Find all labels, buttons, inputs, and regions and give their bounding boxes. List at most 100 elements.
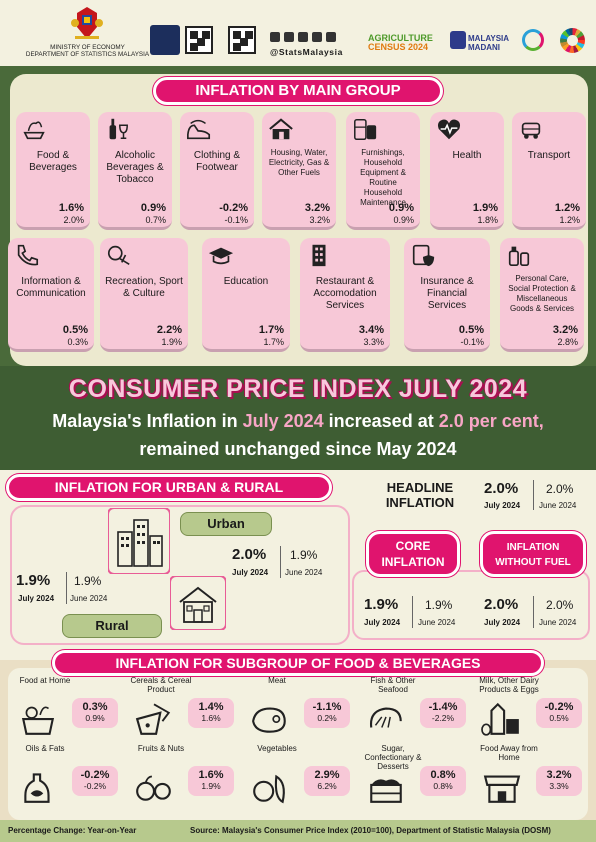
ministry-name: MINISTRY OF ECONOMY DEPARTMENT OF STATIS… [0,44,175,58]
tile-prev-value: 1.9% [161,337,182,347]
shoe-icon [187,119,211,140]
vehicle-icon [521,122,541,139]
tiktok-icon[interactable] [326,32,336,42]
without-fuel-label: INFLATION WITHOUT FUEL [480,531,586,577]
tile-prev-value: 1.2% [559,215,580,225]
main-group-tile: Health 1.9% 1.8% [430,112,504,230]
rural-label: Rural [62,614,162,638]
main-group-tile: Alcoholic Beverages & Tobacco 0.9% 0.7% [98,112,172,230]
sdg-wheel-icon [560,28,585,53]
food-item-prev: 0.2% [317,713,337,723]
main-group-tile: Information & Communication 0.5% 0.3% [8,238,94,352]
cpi-banner [0,366,596,470]
food-item-pill: -0.2% 0.5% [536,698,582,728]
tile-prev-value: -0.1% [460,337,484,347]
food-item-pill: 1.6% 1.9% [188,766,234,796]
rural-value-period: July 2024 [18,594,55,603]
food-item-prev: 1.6% [201,713,221,723]
main-group-tile: Education 1.7% 1.7% [202,238,290,352]
without-fuel-prev-period: June 2024 [539,618,577,627]
main-group-tile: Food & Beverages 1.6% 2.0% [16,112,90,230]
tile-prev-value: 0.9% [393,215,414,225]
urban-prev: 1.9% [290,548,318,562]
header-logos: @StatsMalaysia AGRICULTURE CENSUS 2024 M… [150,22,590,58]
tile-label: Insurance & Financial Services [420,276,474,311]
food-item-label: Cereals & Cereal Product [130,676,192,694]
page-header: MINISTRY OF ECONOMY DEPARTMENT OF STATIS… [0,0,596,70]
tile-prev-value: 3.2% [309,215,330,225]
social-handle[interactable]: @StatsMalaysia [270,47,343,57]
oil-bottle-icon [24,773,50,803]
youtube-icon[interactable] [312,32,322,42]
food-item-value: 0.8% [430,769,456,781]
food-item-label: Fish & Other Seafood [370,676,416,694]
food-icon [23,121,45,140]
headline-label-line-2: INFLATION [385,495,455,510]
building-icon [312,244,326,267]
cpi-statement-line-2: remained unchanged since May 2024 [139,439,457,459]
main-group-tile: Restaurant & Accomodation Services 3.4% 3.… [300,238,390,352]
rural-value: 1.9% [16,572,51,589]
ministry-line-1: MINISTRY OF ECONOMY [50,44,125,51]
headline-value: 2.0% [484,480,519,497]
tile-label: Transport [527,150,571,161]
dosm-logo [150,25,180,55]
tile-label: Alcoholic Beverages & Tobacco [106,150,164,185]
headline-prev-period: June 2024 [539,501,577,510]
food-subgroup-item: Fruits & Nuts 1.6% 1.9% [124,744,240,814]
food-item-value: -1.4% [428,701,458,713]
ministry-line-2: DEPARTMENT OF STATISTICS MALAYSIA [25,51,150,59]
tile-label: Personal Care, Social Protection & Misce… [508,274,576,313]
urban-value-period: July 2024 [232,568,269,577]
qr-code-icon[interactable] [228,26,256,54]
footer-source: Source: Malaysia's Consumer Price Index … [190,826,551,835]
core-prev-period: June 2024 [418,618,456,627]
rural-prev: 1.9% [74,574,102,588]
partner-logo-icon [522,29,544,51]
without-fuel-line-2: WITHOUT FUEL [495,557,571,568]
divider [66,572,67,604]
x-twitter-icon[interactable] [298,32,308,42]
qr-code-icon[interactable] [185,26,213,54]
divider [412,596,413,628]
personal-care-icon [508,246,530,267]
city-buildings-icon [108,508,170,574]
tile-prev-value: 1.7% [263,337,284,347]
tile-value: 1.7% [258,324,284,336]
tile-label: Education [223,276,269,287]
cpi-statement-line-1: Malaysia's Inflation in July 2024 increa… [0,411,596,432]
facebook-icon[interactable] [284,32,294,42]
headline-prev: 2.0% [546,482,574,496]
headline-value-period: July 2024 [484,501,521,510]
food-item-value: 1.4% [198,701,224,713]
food-item-prev: 3.3% [549,781,569,791]
food-subgroup-item: Meat -1.1% 0.2% [240,676,356,746]
tile-prev-value: 2.0% [63,215,84,225]
cpi-month-highlight: July 2024 [242,411,324,431]
food-subgroup-item: Milk, Other Dairy Products & Eggs -0.2% 0.… [472,676,588,746]
food-item-prev: 0.8% [433,781,453,791]
food-item-value: -0.2% [544,701,574,713]
food-subgroup-title: INFLATION FOR SUBGROUP OF FOOD & BEVERAG… [52,650,544,676]
vegetable-icon [253,774,285,804]
instagram-icon[interactable] [270,32,280,42]
core-prev: 1.9% [425,598,453,612]
fruit-icon [136,775,171,801]
food-item-prev: 6.2% [317,781,337,791]
tile-label: Housing, Water, Electricity, Gas & Other… [268,148,330,177]
food-item-value: 2.9% [314,769,340,781]
tile-value: 1.9% [472,202,498,214]
food-item-label: Food at Home [19,676,71,685]
cpi-text: increased at [323,411,439,431]
food-subgroup-item: Oils & Fats -0.2% -0.2% [8,744,124,814]
food-item-pill: 1.4% 1.6% [188,698,234,728]
cpi-text: Malaysia's Inflation in [52,411,243,431]
tile-label: Information & Communication [16,276,86,299]
cpi-rate-highlight: 2.0 per cent, [438,411,544,431]
core-value: 1.9% [364,596,399,613]
main-group-tile: Transport 1.2% 1.2% [512,112,586,230]
tile-value: 0.9% [140,202,166,214]
tile-label: Food & Beverages [29,150,77,173]
tile-value: 1.6% [58,202,84,214]
main-group-tile: Personal Care, Social Protection & Misce… [500,238,584,352]
